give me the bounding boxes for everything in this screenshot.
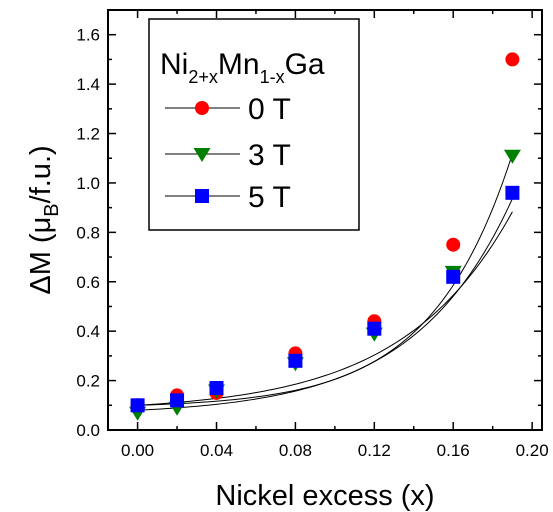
y-tick-label: 0.8	[76, 223, 100, 242]
series-5t	[130, 185, 520, 413]
y-tick-label: 0.4	[76, 322, 100, 341]
y-tick-label: 0.6	[76, 273, 100, 292]
legend-label: 5 T	[248, 181, 291, 214]
data-point	[505, 52, 520, 67]
y-tick-label: 0.2	[76, 372, 100, 391]
legend-entry: 0 T	[165, 93, 291, 126]
data-point	[367, 321, 382, 336]
x-tick-label: 0.08	[279, 441, 312, 460]
y-tick-label: 1.4	[76, 75, 100, 94]
legend-marker	[195, 189, 209, 203]
legend-title-mn-sub: 1-x	[260, 67, 285, 87]
plot-frame	[107, 9, 543, 431]
x-tick-label: 0.16	[437, 441, 470, 460]
y-tick-label: 1.6	[76, 26, 100, 45]
legend-box	[148, 18, 360, 231]
data-point	[503, 149, 521, 164]
y-tick-label: 1.2	[76, 125, 100, 144]
legend-entry: 5 T	[165, 181, 291, 214]
y-tick-label: 0.0	[76, 421, 100, 440]
legend-label: 0 T	[248, 93, 291, 126]
fit-curve	[137, 211, 513, 406]
legend-marker	[195, 101, 209, 115]
legend-title: Ni2+xMn1-xGa	[160, 48, 325, 87]
fit-curves	[137, 153, 513, 411]
legend-label: 3 T	[248, 139, 291, 172]
data-point	[170, 393, 185, 408]
x-tick-label: 0.20	[516, 441, 549, 460]
data-points	[129, 52, 521, 421]
legend-marker	[193, 148, 211, 162]
y-tick-label: 1.0	[76, 174, 100, 193]
legend-entry: 3 T	[165, 139, 291, 172]
y-axis-title-sub: B	[41, 203, 63, 216]
data-point	[446, 269, 461, 284]
data-point	[209, 381, 224, 395]
legend-title-ni-sub: 2+x	[188, 67, 218, 87]
legend: Ni2+xMn1-xGa 0 T 3 T 5 T	[148, 18, 360, 231]
y-axis-title-prefix: ΔM (μ	[25, 217, 57, 295]
legend-title-mn: Mn	[218, 48, 260, 81]
x-tick-label: 0.00	[121, 441, 154, 460]
legend-title-ni: Ni	[160, 48, 188, 81]
x-axis-title: Nickel excess (x)	[215, 480, 434, 512]
y-axis-title: ΔM (μB/f.u.)	[25, 145, 63, 294]
legend-title-ga: Ga	[285, 48, 325, 81]
y-axis-title-suffix: /f.u.)	[25, 145, 57, 203]
data-point	[505, 185, 520, 200]
y-axis-ticks: 0.0 0.2 0.4 0.6 0.8 1.0 1.2 1.4 1.6	[76, 26, 542, 440]
x-tick-label: 0.12	[358, 441, 391, 460]
x-tick-label: 0.04	[200, 441, 233, 460]
x-axis-ticks: 0.00 0.04 0.08 0.12 0.16 0.20	[121, 10, 549, 460]
data-point	[446, 237, 461, 252]
fit-curve	[137, 198, 513, 411]
data-point	[288, 353, 303, 368]
legend-entries: 0 T 3 T 5 T	[165, 93, 291, 214]
data-point	[130, 398, 145, 413]
